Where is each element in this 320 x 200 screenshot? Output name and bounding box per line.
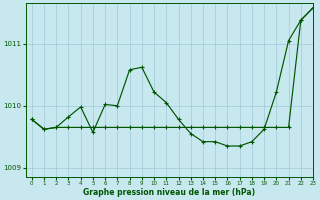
X-axis label: Graphe pression niveau de la mer (hPa): Graphe pression niveau de la mer (hPa) bbox=[83, 188, 255, 197]
